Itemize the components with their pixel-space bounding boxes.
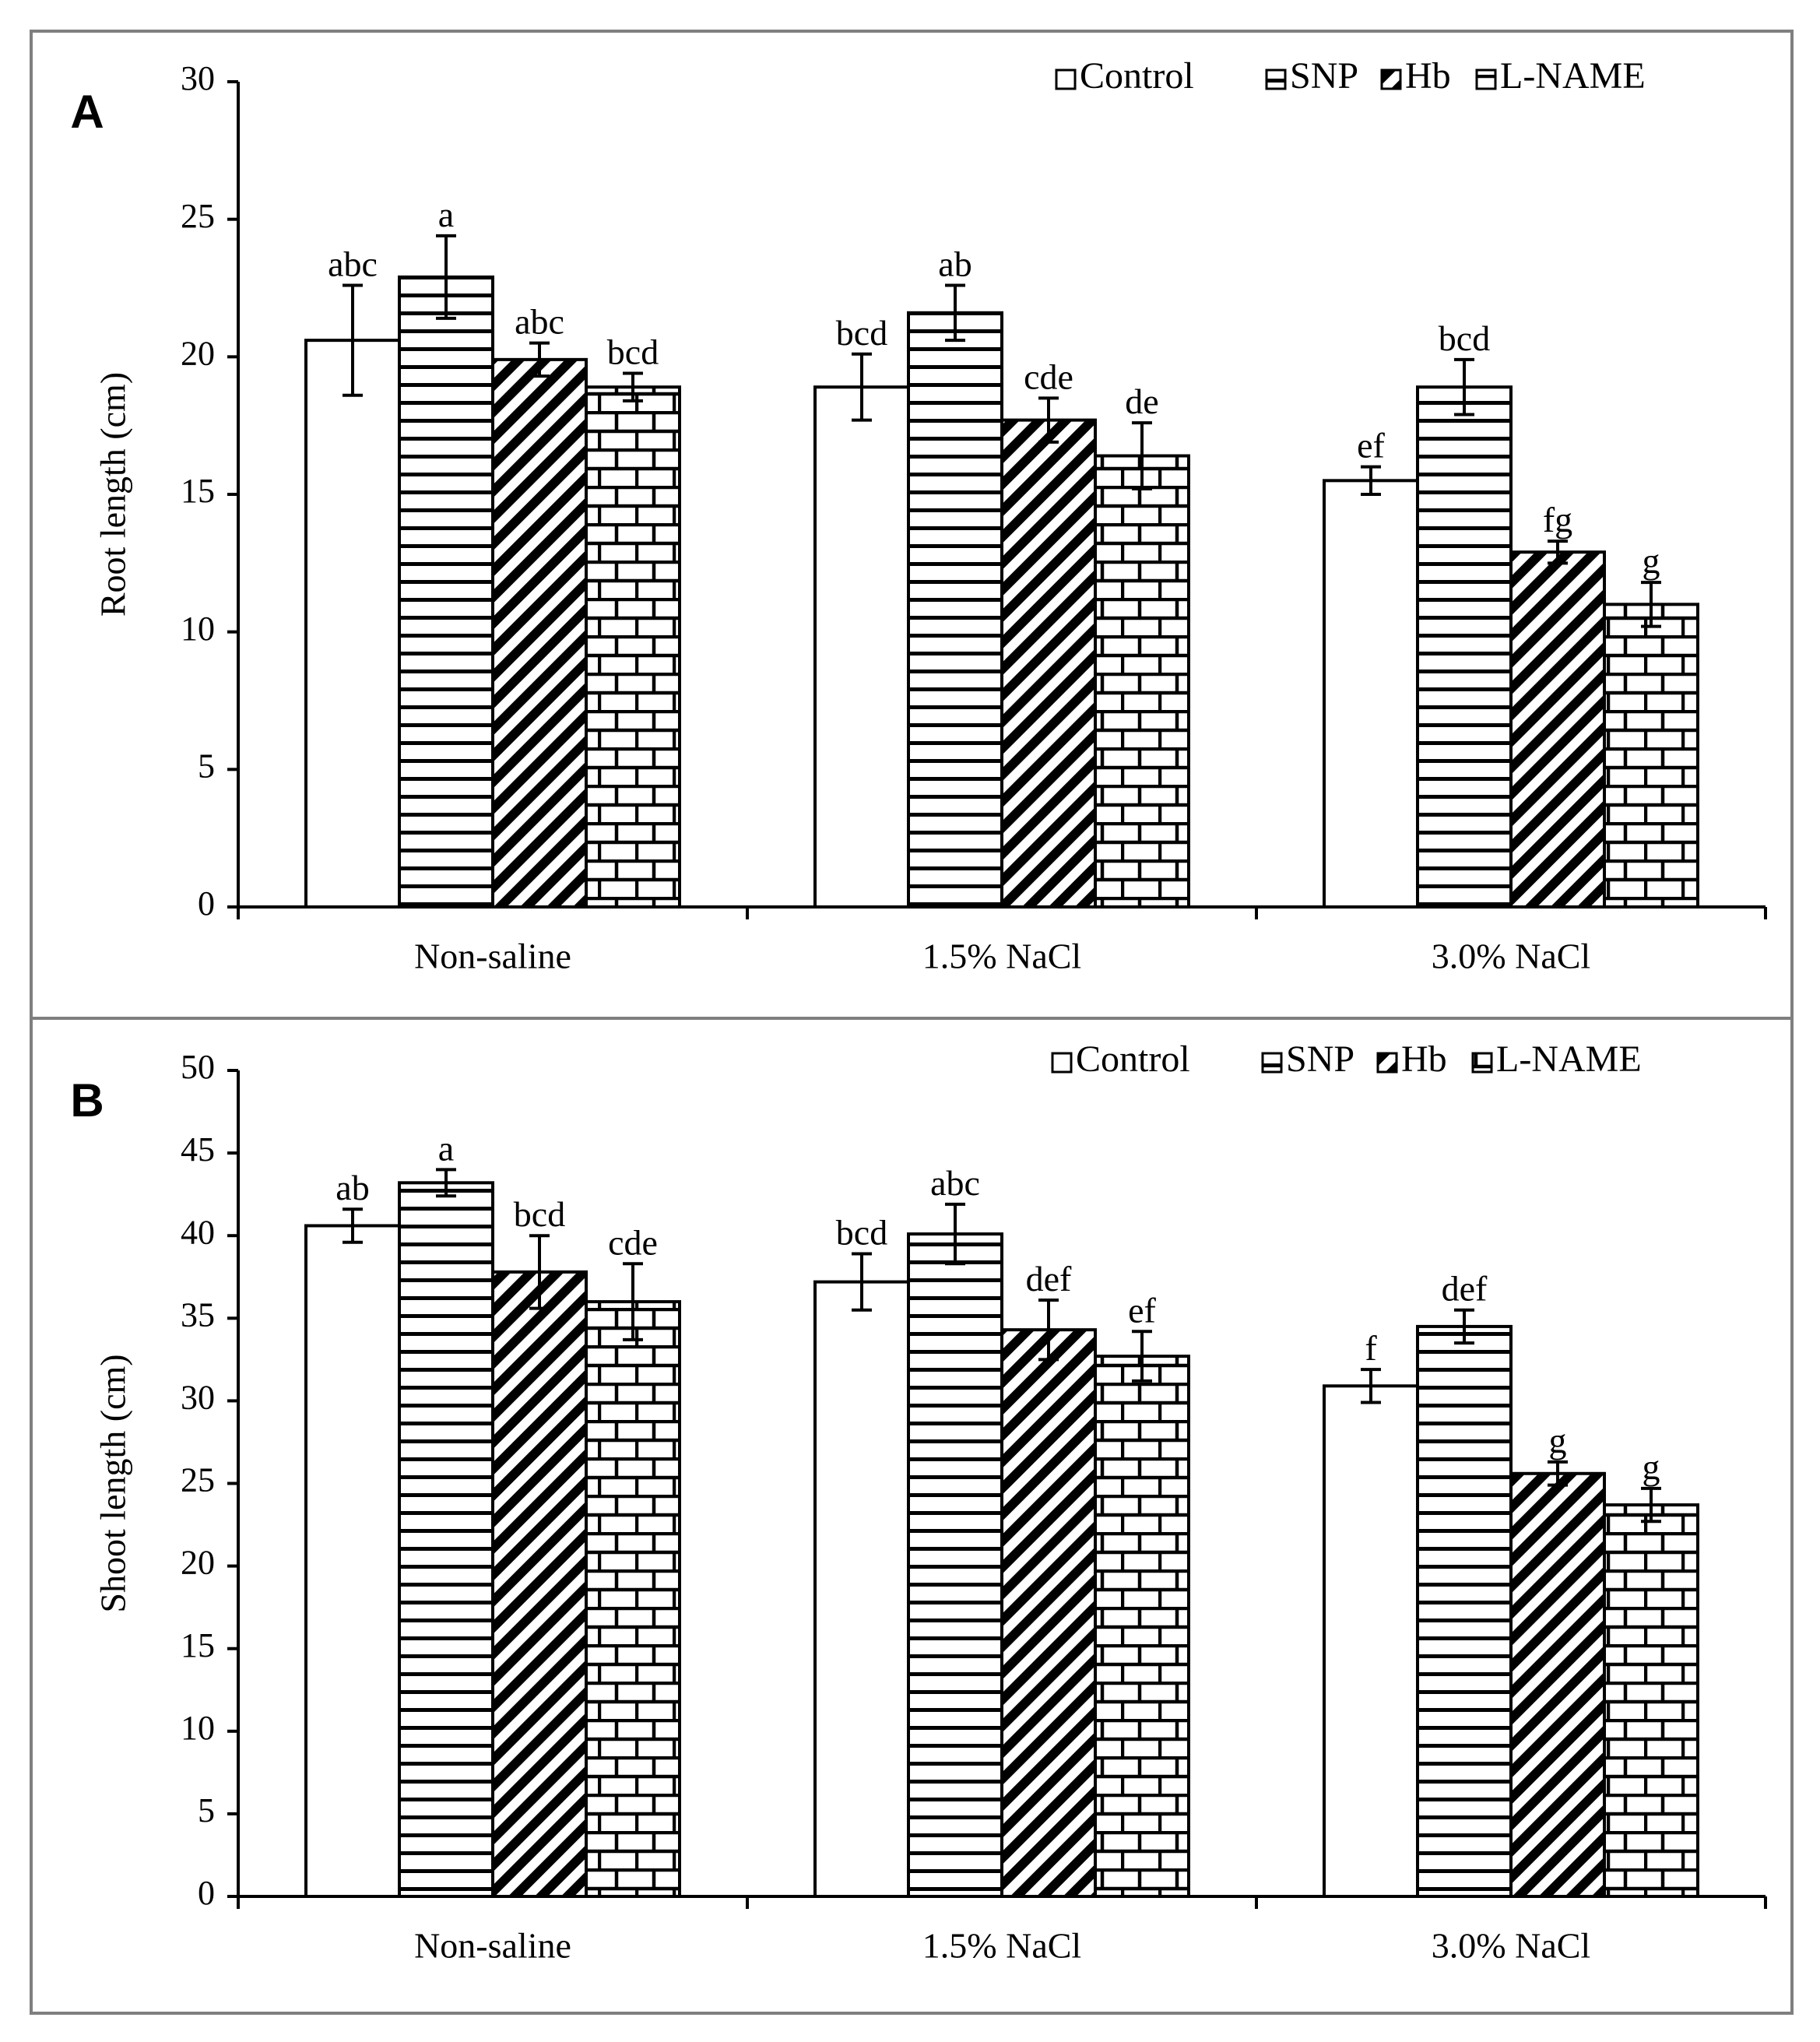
bar (304, 1224, 401, 1898)
data-label: def (1026, 1259, 1072, 1299)
bar (398, 275, 494, 909)
y-tick-label: 0 (198, 884, 215, 923)
legend-label: SNP (1290, 55, 1358, 97)
panel-a: A 0 5 10 15 20 25 30 Root length (cm) Non-saline a… (70, 55, 1767, 976)
bar (907, 1232, 1003, 1898)
legend-label: Hb (1401, 1039, 1447, 1080)
bar (1323, 479, 1419, 909)
x-tick-label: 1.5% NaCl (922, 937, 1081, 976)
data-label: ab (336, 1168, 369, 1207)
bar (491, 1270, 588, 1899)
data-label: g (1643, 541, 1660, 581)
y-tick-label: 25 (181, 197, 215, 235)
data-label: a (438, 1128, 454, 1168)
data-label: bcd (1439, 318, 1490, 358)
x-tick-label: 3.0% NaCl (1432, 1926, 1590, 1966)
data-label: g (1643, 1447, 1660, 1487)
data-label: cde (608, 1222, 658, 1262)
y-tick-label: 10 (181, 1709, 215, 1747)
data-label: a (438, 195, 454, 234)
y-axis-label: Shoot length (cm) (93, 1354, 133, 1612)
y-tick-label: 25 (181, 1461, 215, 1499)
figure-frame (30, 30, 1794, 2015)
data-label: def (1442, 1269, 1488, 1309)
legend-label: Control (1076, 1039, 1190, 1080)
bar (1603, 1503, 1699, 1899)
legend-label: Hb (1405, 55, 1451, 97)
data-label: fg (1543, 500, 1572, 539)
y-tick-label: 0 (198, 1874, 215, 1912)
bar (1416, 385, 1513, 909)
x-tick-label: Non-saline (414, 1926, 571, 1966)
legend-swatch (1376, 1052, 1398, 1074)
bar (585, 1300, 681, 1898)
y-tick-label: 10 (181, 610, 215, 648)
bar (585, 385, 681, 909)
bar (1416, 1324, 1513, 1899)
data-label: g (1549, 1421, 1567, 1460)
x-tick-label: Non-saline (414, 937, 571, 976)
data-label: de (1125, 381, 1158, 421)
bar (1000, 418, 1097, 909)
y-tick-label: 45 (181, 1130, 215, 1169)
legend-label: Control (1080, 55, 1194, 97)
bar (491, 357, 588, 909)
bar (907, 311, 1003, 909)
y-tick-label: 40 (181, 1213, 215, 1251)
bar (1323, 1384, 1419, 1898)
panel-label: B (70, 1074, 104, 1126)
bar (1000, 1328, 1097, 1899)
y-tick-label: 50 (181, 1048, 215, 1086)
data-label: cde (1024, 357, 1073, 396)
legend-swatch (1055, 69, 1077, 90)
bar (304, 339, 401, 909)
y-tick-label: 20 (181, 1544, 215, 1582)
bar (1509, 1471, 1606, 1898)
y-tick-label: 30 (181, 59, 215, 97)
y-tick-label: 20 (181, 334, 215, 372)
bar (1509, 550, 1606, 909)
data-label: bcd (607, 332, 659, 372)
bar (813, 385, 910, 909)
legend-swatch (1380, 69, 1402, 90)
legend-label: SNP (1286, 1039, 1354, 1080)
legend-swatch (1051, 1052, 1073, 1074)
legend-swatch (1475, 69, 1497, 90)
legend-label: L-NAME (1500, 55, 1646, 97)
data-label: f (1365, 1328, 1377, 1368)
bar (1094, 1355, 1190, 1898)
y-tick-label: 35 (181, 1295, 215, 1334)
data-label: bcd (514, 1194, 565, 1234)
bar (813, 1280, 910, 1898)
panel-b: B 0 5 10 15 20 25 30 35 40 45 50 Shoot length (cm) No… (70, 1039, 1767, 1966)
x-tick-label: 3.0% NaCl (1432, 937, 1590, 976)
legend-swatch (1265, 69, 1287, 90)
y-tick-label: 15 (181, 472, 215, 510)
data-label: ab (938, 244, 971, 283)
panel-label: A (70, 86, 104, 138)
data-label: bcd (836, 313, 887, 353)
y-axis-label: Root length (cm) (93, 372, 133, 617)
x-tick-label: 1.5% NaCl (922, 1926, 1081, 1966)
bar (398, 1181, 494, 1898)
data-label: abc (930, 1163, 980, 1203)
bar (1094, 454, 1190, 909)
y-tick-label: 5 (198, 1791, 215, 1829)
data-label: abc (515, 302, 564, 342)
bar (1603, 603, 1699, 909)
legend-swatch (1261, 1052, 1283, 1074)
data-label: abc (328, 244, 378, 283)
data-label: bcd (836, 1213, 887, 1253)
legend-swatch (1471, 1052, 1493, 1074)
data-label: ef (1128, 1290, 1156, 1330)
y-tick-label: 5 (198, 747, 215, 785)
y-tick-label: 30 (181, 1378, 215, 1416)
legend-label: L-NAME (1496, 1039, 1642, 1080)
y-tick-label: 15 (181, 1626, 215, 1664)
data-label: ef (1357, 426, 1385, 466)
